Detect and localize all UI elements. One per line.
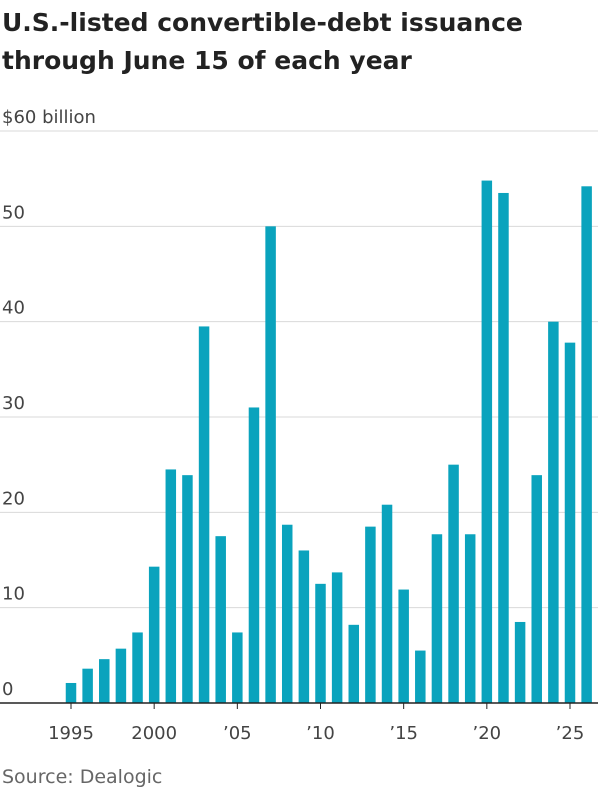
bar-2023 xyxy=(531,475,542,703)
x-tick-label-2015: ’15 xyxy=(389,723,418,744)
bar-2000 xyxy=(148,566,160,703)
bar-2024 xyxy=(548,321,559,703)
bar-1996 xyxy=(82,668,93,703)
x-tick-label-2020: ’20 xyxy=(473,723,502,744)
bar-2013 xyxy=(365,526,376,703)
bar-2018 xyxy=(448,464,459,703)
chart-title: U.S.-listed convertible-debt issuance th… xyxy=(2,4,598,80)
y-tick-label-20: 20 xyxy=(2,488,25,509)
bar-2011 xyxy=(331,572,343,703)
title-line-1: U.S.-listed convertible-debt issuance xyxy=(2,8,523,37)
bar-2025 xyxy=(564,342,576,703)
bar-2026 xyxy=(581,186,592,703)
bar-2017 xyxy=(431,534,443,703)
bar-2019 xyxy=(464,534,476,703)
bar-2010 xyxy=(315,583,326,703)
bar-2020 xyxy=(481,180,493,703)
x-tick-label-2010: ’10 xyxy=(306,723,335,744)
bar-2002 xyxy=(182,475,193,703)
y-tick-label-0: 0 xyxy=(2,679,13,700)
bar-2016 xyxy=(415,650,426,703)
y-tick-label-60: $60 billion xyxy=(2,107,96,128)
y-tick-label-30: 30 xyxy=(2,393,25,414)
x-tick-label-2025: ’25 xyxy=(556,723,585,744)
y-tick-label-50: 50 xyxy=(2,202,25,223)
bar-1995 xyxy=(65,682,77,703)
bar-1998 xyxy=(115,648,127,703)
bar-2008 xyxy=(281,524,293,703)
x-tick-label-2005: ’05 xyxy=(223,723,252,744)
bar-2003 xyxy=(198,326,210,703)
bar-2005 xyxy=(232,632,243,703)
bar-2021 xyxy=(498,192,509,703)
bar-2006 xyxy=(248,407,260,703)
source-note: Source: Dealogic xyxy=(2,766,163,788)
bar-2004 xyxy=(215,536,226,703)
y-tick-label-40: 40 xyxy=(2,298,25,319)
bar-2015 xyxy=(398,589,409,703)
y-tick-label-10: 10 xyxy=(2,584,25,605)
bar-1997 xyxy=(99,659,110,703)
bar-2009 xyxy=(298,550,310,703)
x-tick-label-1995: 1995 xyxy=(48,723,94,744)
bar-2007 xyxy=(265,226,276,704)
bar-2022 xyxy=(514,621,526,703)
bar-2001 xyxy=(165,469,177,703)
bar-1999 xyxy=(132,632,143,703)
bar-2014 xyxy=(381,504,393,703)
title-line-2: through June 15 of each year xyxy=(2,46,412,75)
bar-2012 xyxy=(348,624,360,703)
x-tick-label-2000: 2000 xyxy=(131,723,177,744)
